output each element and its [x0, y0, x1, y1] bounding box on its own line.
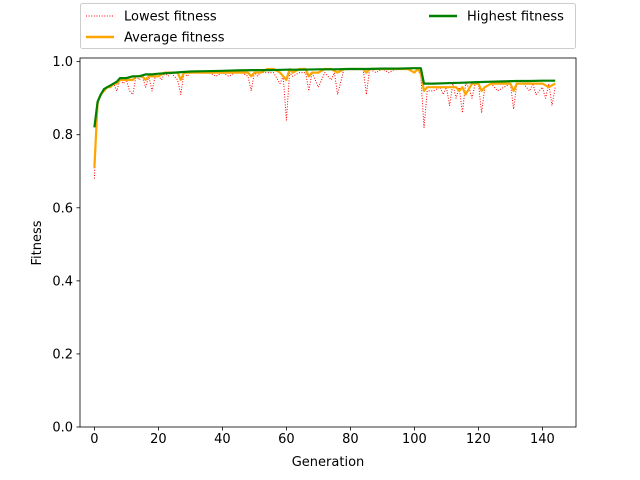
x-axis-label: Generation	[292, 455, 365, 470]
x-tick-label: 20	[150, 432, 167, 447]
y-tick-label: 0.8	[52, 128, 73, 143]
series-layer	[93, 67, 556, 179]
plot-frame	[79, 57, 577, 428]
x-tick-label: 120	[466, 432, 491, 447]
legend: Lowest fitness Average fitness Highest f…	[80, 3, 576, 49]
x-tick-label: 40	[214, 432, 231, 447]
y-axis: 0.0 0.2 0.4 0.6 0.8 1.0	[52, 55, 80, 436]
x-tick-label: 140	[530, 432, 555, 447]
y-tick-label: 0.2	[52, 347, 73, 362]
legend-label-average-fitness: Average fitness	[124, 31, 225, 46]
series-line-highest-fitness	[93, 67, 556, 128]
y-tick-label: 0.4	[52, 274, 73, 289]
y-tick-label: 0.0	[52, 421, 73, 436]
x-axis: 0 20 40 60 80 100 120 140	[90, 427, 555, 447]
y-tick-label: 0.6	[52, 201, 73, 216]
x-tick-label: 60	[278, 432, 295, 447]
x-tick-label: 0	[90, 432, 98, 447]
x-tick-label: 100	[402, 432, 427, 447]
y-axis-label: Fitness	[30, 220, 45, 265]
legend-label-highest-fitness: Highest fitness	[467, 10, 564, 25]
legend-label-lowest-fitness: Lowest fitness	[124, 10, 217, 25]
x-tick-label: 80	[342, 432, 359, 447]
y-tick-label: 1.0	[52, 55, 73, 70]
